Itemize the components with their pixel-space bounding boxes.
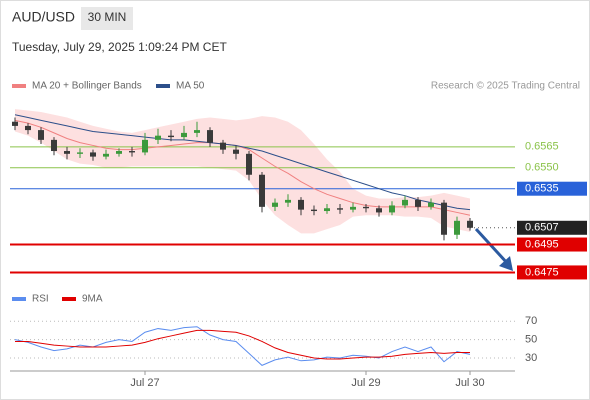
level-label-box <box>517 265 587 280</box>
legend-swatch <box>12 84 26 88</box>
y-tick-label: 50 <box>525 334 537 346</box>
candle-body <box>454 220 460 235</box>
x-tick-label: Jul 27 <box>130 377 159 389</box>
candle-body <box>415 199 421 207</box>
candle-body <box>168 135 174 138</box>
candle-body <box>51 139 57 152</box>
candle-body <box>103 153 109 157</box>
candle-body <box>233 149 239 154</box>
credit: Research © 2025 Trading Central <box>431 81 580 92</box>
title: AUD/USD <box>12 9 75 25</box>
candle-body <box>428 202 434 207</box>
candle-body <box>116 151 122 154</box>
forecast-arrowhead <box>499 256 513 271</box>
level-label: 0.6550 <box>525 162 559 174</box>
legend-swatch <box>156 84 170 88</box>
level-label: 0.6507 <box>525 222 559 234</box>
candle-body <box>363 206 369 209</box>
candle-body <box>337 208 343 210</box>
level-label-box <box>517 181 587 196</box>
candle-body <box>298 199 304 210</box>
level-label: 0.6535 <box>525 183 559 195</box>
indicator-line <box>15 329 470 360</box>
candle-body <box>77 152 83 154</box>
candle-body <box>194 130 200 133</box>
candle-body <box>272 202 278 207</box>
legend-label: MA 20 + Bollinger Bands <box>32 81 142 92</box>
level-label-box <box>517 237 587 252</box>
candle-body <box>311 209 317 212</box>
legend-swatch <box>62 297 76 301</box>
y-tick-label: 30 <box>525 352 537 364</box>
candle-body <box>467 220 473 228</box>
timestamp: Tuesday, July 29, 2025 1:09:24 PM CET <box>12 40 227 54</box>
legend-label: RSI <box>32 294 49 305</box>
candle-body <box>441 202 447 235</box>
candle-body <box>246 153 252 175</box>
candle-body <box>64 151 70 154</box>
candle-body <box>155 135 161 140</box>
legend-label: MA 50 <box>176 81 205 92</box>
candle-body <box>25 125 31 131</box>
x-tick-label: Jul 30 <box>455 377 484 389</box>
y-tick-label: 70 <box>525 315 537 327</box>
level-label: 0.6495 <box>525 238 559 250</box>
candle-body <box>12 121 18 126</box>
candle-body <box>285 199 291 203</box>
ma-line <box>14 114 471 211</box>
candle-body <box>389 205 395 213</box>
candle-body <box>142 139 148 153</box>
bollinger-band <box>15 109 470 234</box>
candle-body <box>129 151 135 153</box>
timeframe-badge <box>81 7 133 30</box>
candle-body <box>220 142 226 150</box>
candle-body <box>259 174 265 207</box>
candle-body <box>207 130 213 143</box>
timeframe: 30 MIN <box>88 10 127 24</box>
x-tick-label: Jul 29 <box>351 377 380 389</box>
candle-body <box>324 208 330 212</box>
level-label: 0.6475 <box>525 266 559 278</box>
forecast-arrow <box>474 227 510 266</box>
level-label: 0.6565 <box>525 141 559 153</box>
candle-body <box>402 199 408 206</box>
candle-body <box>376 208 382 213</box>
legend-swatch <box>12 297 26 301</box>
candle-body <box>90 152 96 157</box>
level-label-box <box>517 220 587 235</box>
candle-body <box>350 206 356 210</box>
candle-body <box>181 132 187 138</box>
candle-body <box>38 130 44 140</box>
legend-label: 9MA <box>82 294 103 305</box>
